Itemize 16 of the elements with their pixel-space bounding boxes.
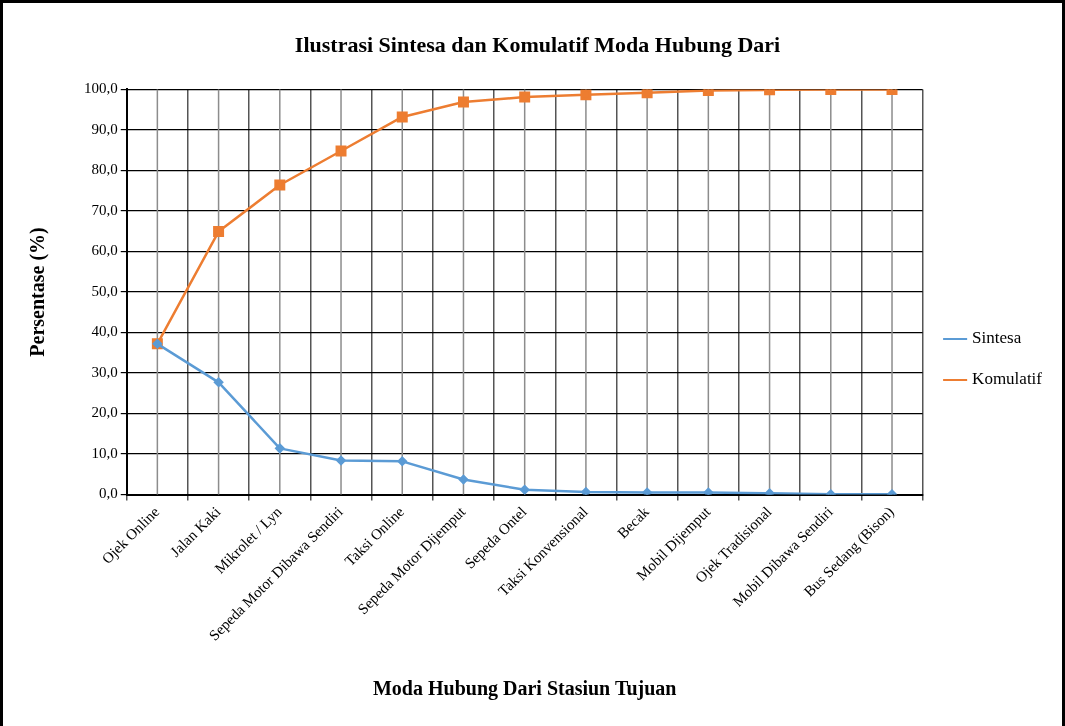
y-tick-label: 40,0 — [91, 323, 118, 340]
y-tick-label: 50,0 — [91, 282, 118, 299]
y-tick-label: 10,0 — [91, 444, 118, 461]
chart-title: Ilustrasi Sintesa dan Komulatif Moda Hubung Dari — [294, 31, 781, 57]
legend-label: Sintesa — [972, 328, 1022, 348]
y-tick-label: 30,0 — [91, 363, 118, 380]
x-axis-title: Moda Hubung Dari Stasiun Tujuan — [372, 677, 677, 701]
y-tick-label: 20,0 — [91, 404, 118, 421]
y-axis-title: Persentase (%) — [26, 227, 50, 357]
y-tick-label: 70,0 — [91, 201, 118, 218]
y-tick-label: 60,0 — [91, 242, 118, 259]
y-tick-label: 90,0 — [91, 120, 118, 137]
y-tick-label: 100,0 — [84, 80, 118, 97]
y-tick-label: 80,0 — [91, 161, 118, 178]
y-tick-label: 0,0 — [99, 485, 118, 502]
legend-label: Komulatif — [972, 369, 1043, 389]
